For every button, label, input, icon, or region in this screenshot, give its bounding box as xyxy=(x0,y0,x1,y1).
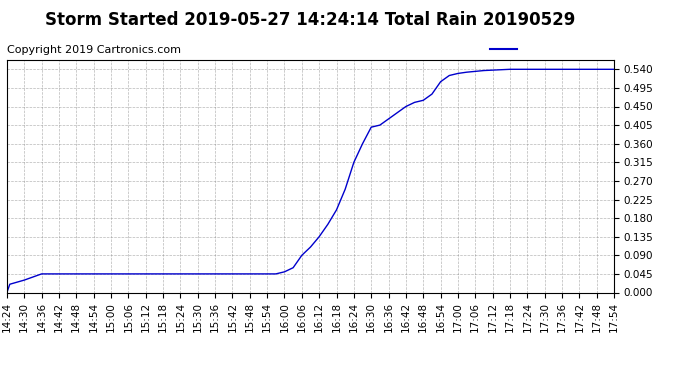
Text: Storm Started 2019-05-27 14:24:14 Total Rain 20190529: Storm Started 2019-05-27 14:24:14 Total … xyxy=(46,11,575,29)
Text: Copyright 2019 Cartronics.com: Copyright 2019 Cartronics.com xyxy=(7,45,181,55)
Text: Rain  (Inches): Rain (Inches) xyxy=(524,44,595,54)
